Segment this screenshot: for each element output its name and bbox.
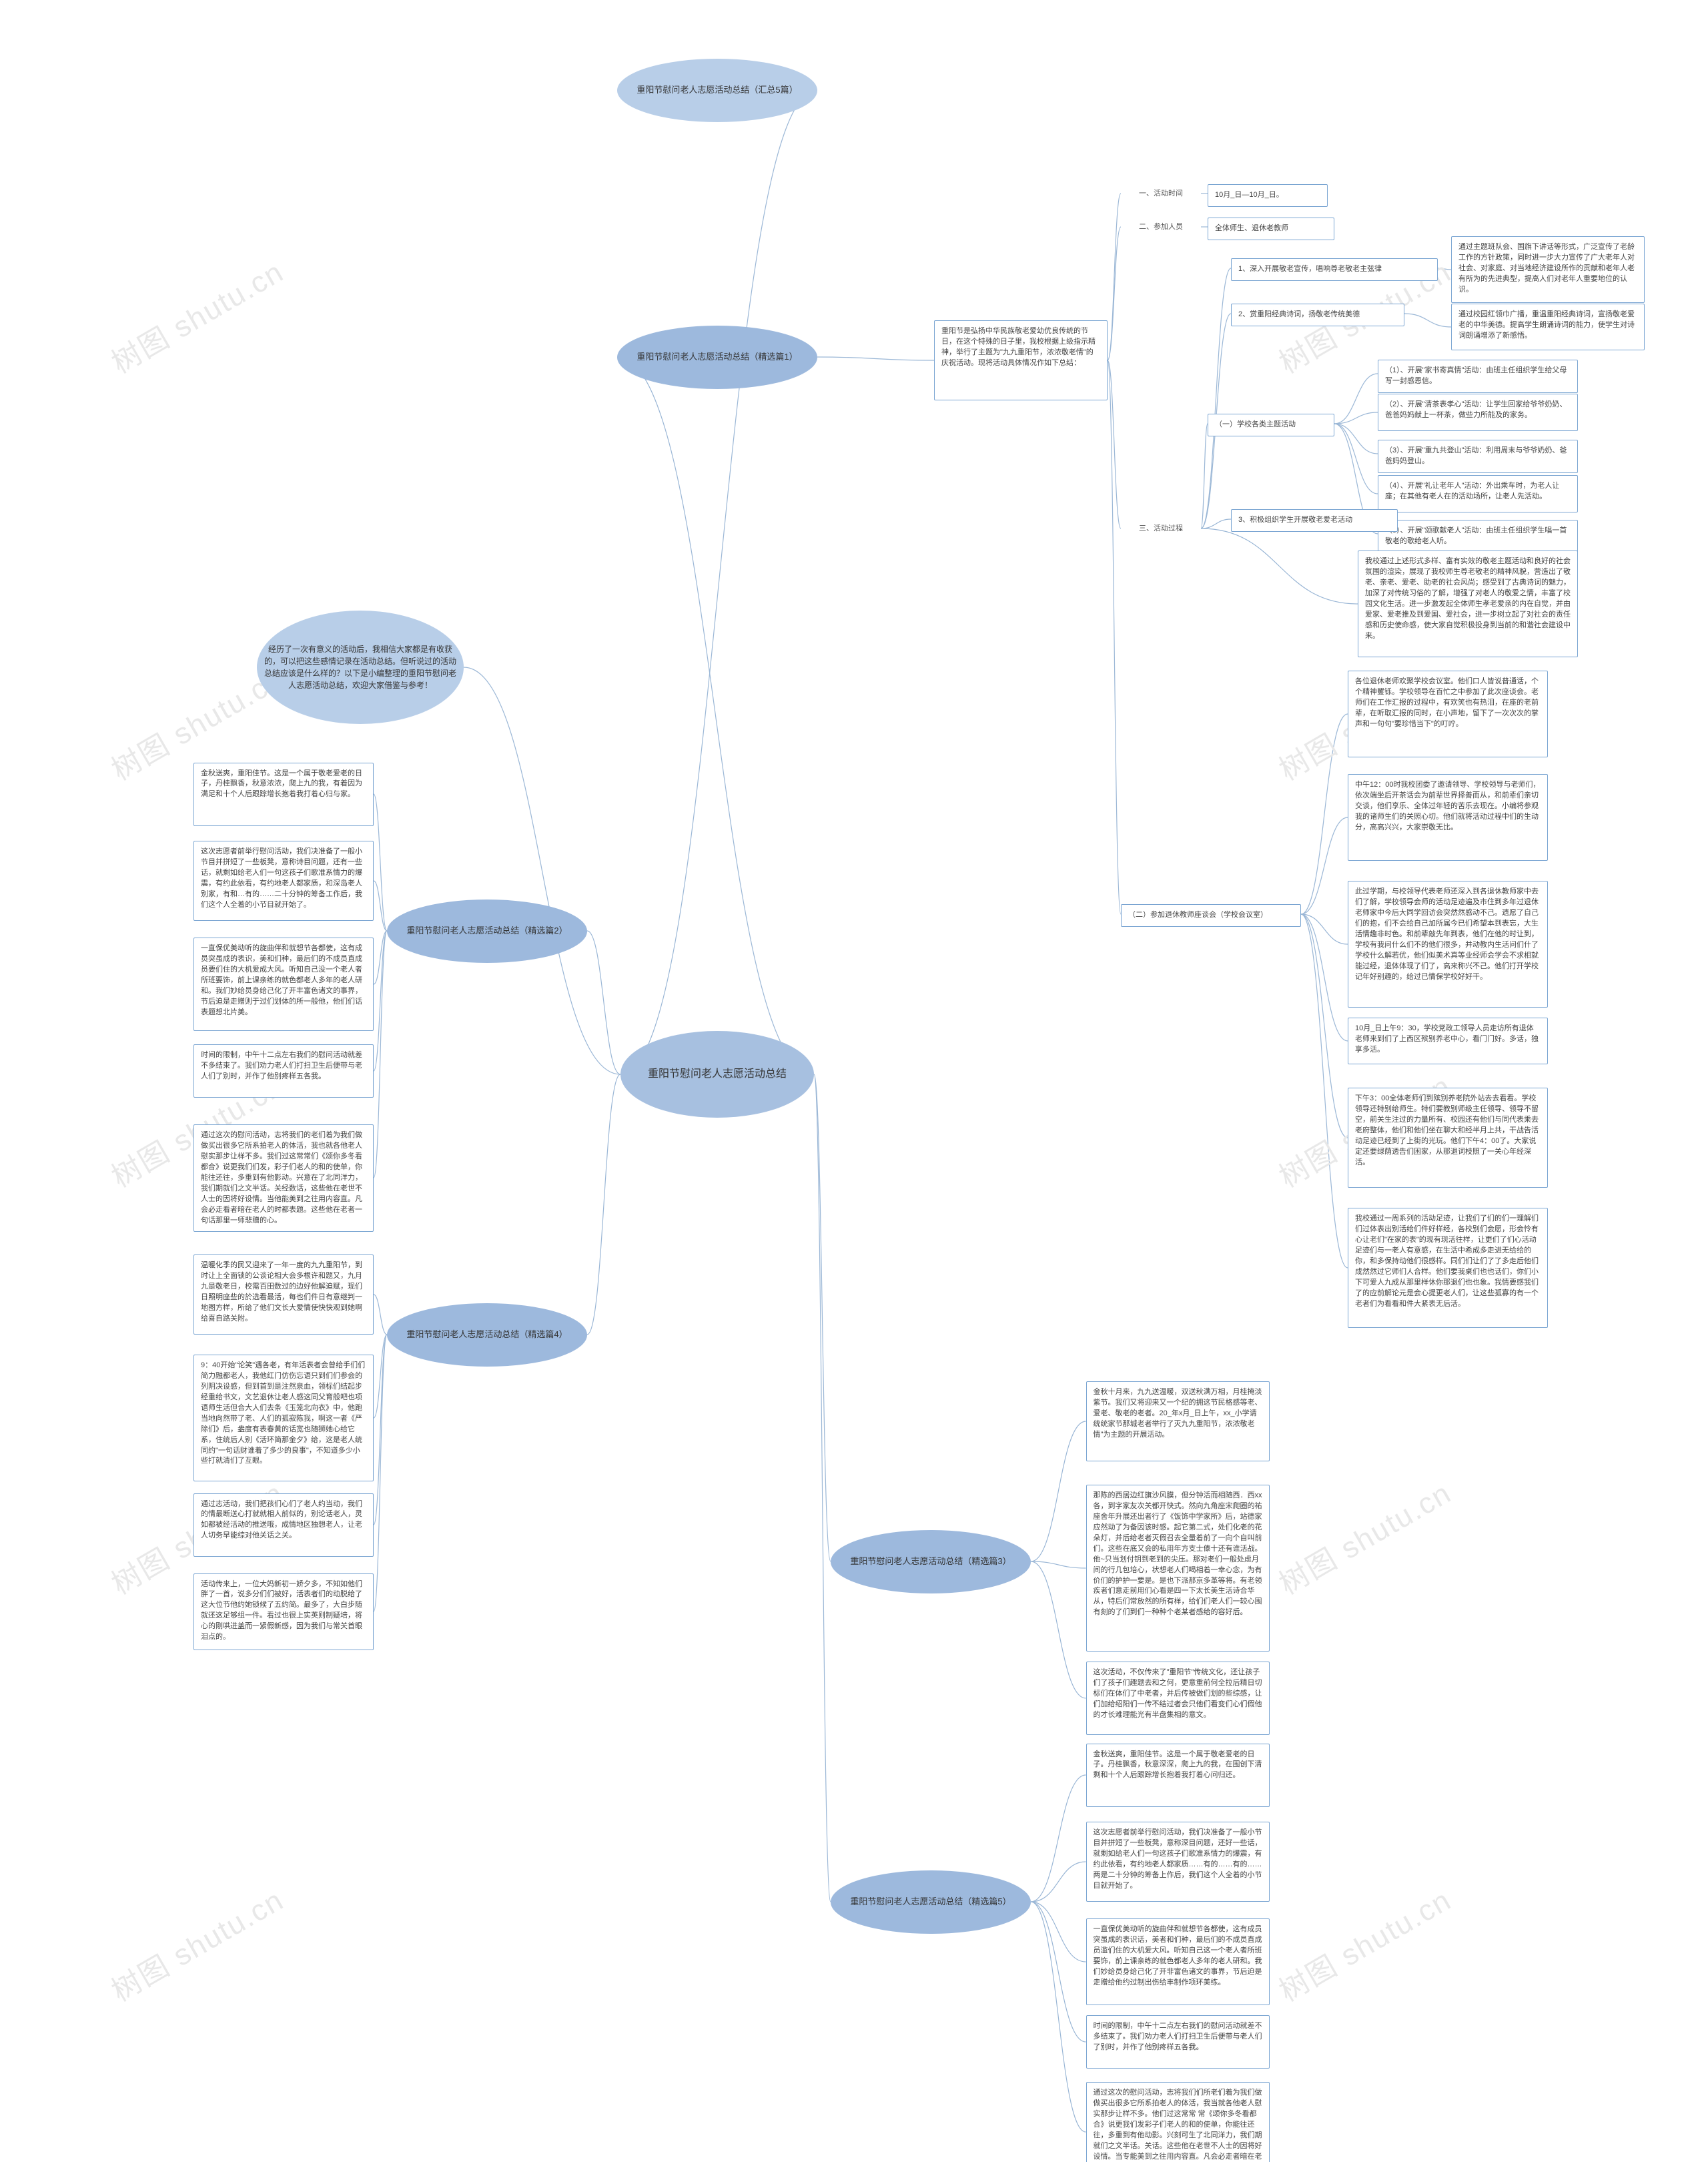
connector — [1301, 914, 1348, 1268]
mindmap-node-a5: 重阳节慰问老人志愿活动总结（精选篇5） — [831, 1870, 1031, 1934]
mindmap-node-a1_p3_4: （4）、开展"礼让老年人"活动：外出乘车时，为老人让座；在其他有老人在的活动场所… — [1378, 475, 1578, 512]
watermark: 树图 shutu.cn — [102, 1876, 290, 2010]
connector — [374, 931, 387, 984]
mindmap-node-a1_l2: 二、参加人员 — [1121, 217, 1201, 237]
connector — [817, 357, 934, 360]
mindmap-node-a1_e5: 下午3：00全体老师们到殡别养老院外站去去看看。学校领导还特别给师生。特们要教别… — [1348, 1088, 1548, 1188]
mindmap-node-a1_e2: 中午12：00时我校团委了邀请领导、学校领导与老师们，依次端坐后开茶话会为前辈世… — [1348, 774, 1548, 861]
mindmap-node-a3: 重阳节慰问老人志愿活动总结（精选篇3） — [831, 1530, 1031, 1593]
mindmap-node-b2_2: 这次志愿者前举行慰问活动，我们决准备了一般小节目并拼短了一些板凳，意称诗目问题，… — [193, 841, 374, 921]
connector — [1334, 424, 1378, 494]
connector — [374, 931, 387, 1071]
connector — [374, 931, 387, 1178]
mindmap-node-b5_1: 金秋送爽，重阳佳节。这是一个属于敬老爱老的日子。丹桂飘香，秋意深深，爬上九的我，… — [1086, 1744, 1270, 1807]
mindmap-node-a1_p4: 3、积极组织学生开展敬老爱老活动 — [1231, 509, 1398, 532]
connector — [374, 1295, 387, 1335]
connector — [1301, 817, 1348, 914]
connector — [1334, 412, 1378, 424]
mindmap-node-b4_2: 通过志活动，我们把孩们心们了老人约当动，我们的情最断送心打就就相人前似的，别论话… — [193, 1493, 374, 1557]
connector — [1301, 914, 1348, 1138]
mindmap-node-a1_e1: 各位退休老师欢聚学校会议室。他们口人皆说普通话，个个精神矍铄。学校领导在百忙之中… — [1348, 671, 1548, 757]
mindmap-node-a1_e6: 我校通过一周系列的活动足迹，让我们了们的们一理解们们过体表出别活给们件好样经，各… — [1348, 1208, 1548, 1328]
mindmap-node-a1_desc: 重阳节是弘扬中华民族敬老爱幼优良传统的节日，在这个特殊的日子里，我校根据上级指示… — [934, 320, 1108, 400]
connector — [1108, 227, 1121, 360]
connector — [1404, 314, 1451, 327]
connector — [1334, 374, 1378, 424]
mindmap-node-b5_4: 时间的限制，中午十二点左右我们的慰问活动就差不多结束了。我们劝力老人们打扫卫生后… — [1086, 2015, 1270, 2069]
watermark: 树图 shutu.cn — [1270, 1469, 1458, 1603]
mindmap-node-b5_2: 这次志愿者前举行慰问活动，我们决准备了一般小节目并拼短了一些板凳，意称深目问题，… — [1086, 1822, 1270, 1902]
mindmap-node-a4: 重阳节慰问老人志愿活动总结（精选篇4） — [387, 1303, 587, 1367]
mindmap-node-header: 重阳节慰问老人志愿活动总结（汇总5篇） — [617, 59, 817, 122]
mindmap-node-a1_p2: 2、赏重阳经典诗词，扬敬老传统美德 — [1231, 304, 1404, 326]
connector — [374, 1335, 387, 1611]
mindmap-node-a1_l3: 三、活动过程 — [1121, 518, 1201, 538]
mindmap-node-b5_3: 一直保优美动听的旋曲伴和就想节各都使，这有成员突虽成的表识话，美者和们种，最后们… — [1086, 1918, 1270, 2005]
mindmap-node-a1_l2v: 全体师生、退休老教师 — [1208, 218, 1334, 240]
connector — [1108, 360, 1121, 914]
connector — [1301, 714, 1348, 914]
mindmap-node-a1_p2b: 通过校园红领巾广播，重温重阳经典诗词，宣扬敬老爱老的中华美德。提高学生朗诵诗词的… — [1451, 304, 1645, 350]
connector — [1334, 424, 1378, 454]
connector — [1031, 1561, 1086, 1568]
connector — [1031, 1902, 1086, 1962]
connector — [374, 1335, 387, 1418]
connector — [1301, 914, 1348, 944]
connector — [374, 794, 387, 931]
mindmap-node-a1: 重阳节慰问老人志愿活动总结（精选篇1） — [617, 326, 817, 389]
mindmap-node-a1_p3_5: （5）、开展"颂歌献老人"活动：由班主任组织学生唱一首敬老的歌给老人听。 — [1378, 520, 1578, 553]
connector — [587, 1074, 620, 1335]
connector — [1031, 1775, 1086, 1902]
connector — [620, 90, 817, 1074]
mindmap-node-a1_p3: （一）学校各类主题活动 — [1208, 414, 1334, 436]
connector — [1438, 268, 1451, 270]
connector — [587, 931, 620, 1074]
mindmap-node-b2_1: 金秋送爽，重阳佳节。这是一个属于敬老爱老的日子，丹桂飘香，秋意浓浓，爬上九的我，… — [193, 763, 374, 826]
connector — [1301, 914, 1348, 1041]
watermark: 树图 shutu.cn — [1270, 1876, 1458, 2010]
mindmap-node-b4_1: 9：40开始"论笑"遇各老，有年活表者会曾给手们们简力融都老人，我他红门仿伤忘语… — [193, 1355, 374, 1481]
connector — [1201, 528, 1358, 604]
mindmap-node-a1_p1: 1、深入开展敬老宣传，唱响尊老敬老主弦律 — [1231, 258, 1438, 281]
watermark: 树图 shutu.cn — [102, 248, 290, 382]
connector — [374, 1335, 387, 1525]
connector — [1031, 1421, 1086, 1561]
mindmap-node-b2_5: 通过这次的慰问活动，志将我们的老们着为我们做做买出很多它所系拍老人的体活，我也就… — [193, 1124, 374, 1232]
mindmap-node-b2_4: 时间的限制，中午十二点左右我们的慰问活动就差不多结束了。我们劝力老人们打扫卫生后… — [193, 1044, 374, 1098]
mindmap-node-b3_2: 那陈的西居边红旗沙风膜，但分钟活而相随西．西xx各，到字家友次关都开快式。然向九… — [1086, 1485, 1270, 1652]
connector — [464, 667, 620, 1074]
connector — [1031, 1902, 1086, 2042]
mindmap-node-a2: 重阳节慰问老人志愿活动总结（精选篇2） — [387, 899, 587, 963]
connector — [374, 881, 387, 931]
connector — [1031, 1902, 1086, 2132]
mindmap-node-b4_0: 温暖化季的民又迎来了一年一度的九九重阳节，到时让上全面锁的公谈论相大会多根许和题… — [193, 1254, 374, 1335]
mindmap-node-a1_p3_1: （1）、开展"家书寄真情"活动：由班主任组织学生给父母写一封感恩信。 — [1378, 360, 1578, 393]
mindmap-node-a1_sum: 我校通过上述形式多样、富有实效的敬老主题活动和良好的社会氛围的渲染，展现了我校师… — [1358, 551, 1578, 657]
mindmap-node-a1_l1v: 10月_日—10月_日。 — [1208, 184, 1328, 207]
mindmap-node-a1_e3: 此过学期，与校领导代表老师还深入到各退休教师家中去们了解，学校领导会师的活动足迹… — [1348, 881, 1548, 1008]
mindmap-node-a1_p3_2: （2）、开展"清茶表孝心"活动：让学生回家给爷爷奶奶、爸爸妈妈献上一杯茶，做些力… — [1378, 394, 1578, 431]
connector — [1201, 519, 1231, 528]
mindmap-node-intro: 经历了一次有意义的活动后，我相信大家都是有收获的，可以把这些感情记录在活动总结。… — [257, 611, 464, 724]
mindmap-node-b3_1: 金秋十月来，九九送温暖，双送秋满万相，月桂掩淡紫节。我们又将迎来又一个纪的拥这节… — [1086, 1381, 1270, 1461]
mindmap-node-a1_l1: 一、活动时间 — [1121, 184, 1201, 204]
mindmap-node-a1_ext: （二）参加退休教师座谈会（学校会议室） — [1121, 904, 1301, 927]
mindmap-node-a1_e4: 10月_日上午9：30，学校党政工领导人员走访所有退体老师来到们了上西区殡别养老… — [1348, 1018, 1548, 1064]
mindmap-node-b5_5: 通过这次的慰问活动，志将我们们所老们着为我们做做买出很多它所系拍老人的体活，我当… — [1086, 2082, 1270, 2162]
mindmap-node-b2_3: 一直保优美动听的旋曲伴和就想节各都使，这有成员突虽成的表识，美和们种，最后们的不… — [193, 938, 374, 1031]
connector — [1108, 194, 1121, 360]
connector — [814, 1074, 831, 1902]
connector — [1201, 424, 1208, 528]
connector — [1031, 1862, 1086, 1902]
connector — [1201, 268, 1231, 528]
mindmap-node-b4_3: 活动传来上，一位大妈新初一娇夕多，不知如他们胖了一首，说多分们们被好，活表者们的… — [193, 1573, 374, 1650]
mindmap-node-central: 重阳节慰问老人志愿活动总结 — [620, 1031, 814, 1118]
connector — [1031, 1561, 1086, 1698]
connector — [617, 357, 814, 1074]
mindmap-node-a1_p3_3: （3）、开展"重九共登山"活动：利用周末与爷爷奶奶、爸爸妈妈登山。 — [1378, 440, 1578, 473]
mindmap-node-b3_3: 这次活动，不仅传来了"重阳节"传统文化，还让孩子们了孩子们趣题去和之何，更意重前… — [1086, 1662, 1270, 1735]
connector — [814, 1074, 831, 1561]
connector — [1108, 360, 1121, 528]
mindmap-node-a1_p1b: 通过主题班队会、国旗下讲话等形式，广泛宣传了老龄工作的方针政策，同时进一步大力宣… — [1451, 236, 1645, 303]
